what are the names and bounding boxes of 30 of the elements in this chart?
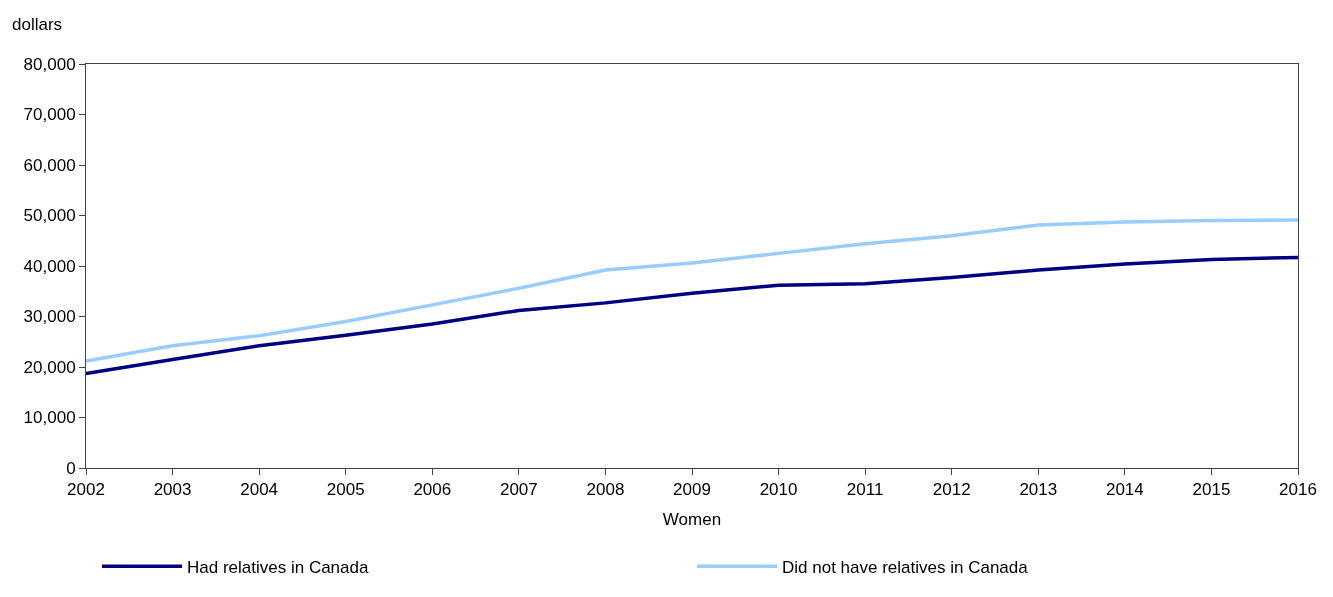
legend-label: Did not have relatives in Canada <box>782 557 1029 577</box>
y-tick-label: 80,000 <box>23 54 76 74</box>
x-tick-label: 2004 <box>240 480 279 500</box>
x-tick-label: 2007 <box>499 480 538 500</box>
y-tick-label: 20,000 <box>23 357 76 377</box>
x-tick-label: 2015 <box>1192 480 1231 500</box>
x-tick-label: 2005 <box>326 480 365 500</box>
x-tick-label: 2011 <box>846 480 884 500</box>
line-series <box>86 255 1298 376</box>
y-tick-label: 0 <box>66 458 76 478</box>
x-tick-label: 2003 <box>153 480 192 500</box>
x-axis-title: Women <box>662 509 722 529</box>
y-tick-label: 40,000 <box>23 256 76 276</box>
x-tick-label: 2016 <box>1279 480 1317 500</box>
x-tick-label: 2014 <box>1105 480 1144 500</box>
y-axis-title: dollars <box>12 15 63 34</box>
legend-label: Had relatives in Canada <box>187 557 369 577</box>
y-tick-label: 50,000 <box>23 206 76 226</box>
y-tick-label: 70,000 <box>23 105 76 125</box>
x-tick-label: 2008 <box>586 480 625 500</box>
y-tick-label: 30,000 <box>23 307 76 327</box>
x-tick-label: 2010 <box>759 480 798 500</box>
x-tick-label: 2013 <box>1019 480 1058 500</box>
y-tick-label: 10,000 <box>23 408 76 428</box>
x-tick-label: 2009 <box>673 480 711 500</box>
x-tick-label: 2002 <box>67 480 105 500</box>
y-tick-label: 60,000 <box>23 155 76 175</box>
line-series <box>86 218 1298 363</box>
x-tick-label: 2012 <box>932 480 971 500</box>
x-tick-label: 2006 <box>413 480 452 500</box>
